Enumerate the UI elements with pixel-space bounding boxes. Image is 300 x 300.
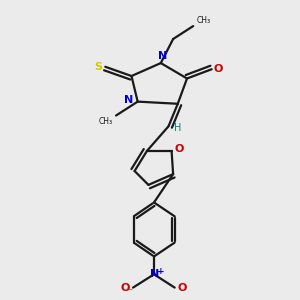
Text: N: N [150, 269, 159, 279]
Text: +: + [157, 267, 165, 276]
Text: H: H [174, 123, 182, 133]
Text: N: N [124, 95, 134, 105]
Text: S: S [94, 62, 102, 72]
Text: N: N [158, 51, 167, 61]
Text: CH₃: CH₃ [196, 16, 210, 25]
Text: O: O [121, 283, 130, 292]
Text: O: O [175, 144, 184, 154]
Text: O: O [214, 64, 223, 74]
Text: ⁻: ⁻ [128, 287, 133, 298]
Text: O: O [177, 283, 187, 292]
Text: CH₃: CH₃ [99, 117, 113, 126]
